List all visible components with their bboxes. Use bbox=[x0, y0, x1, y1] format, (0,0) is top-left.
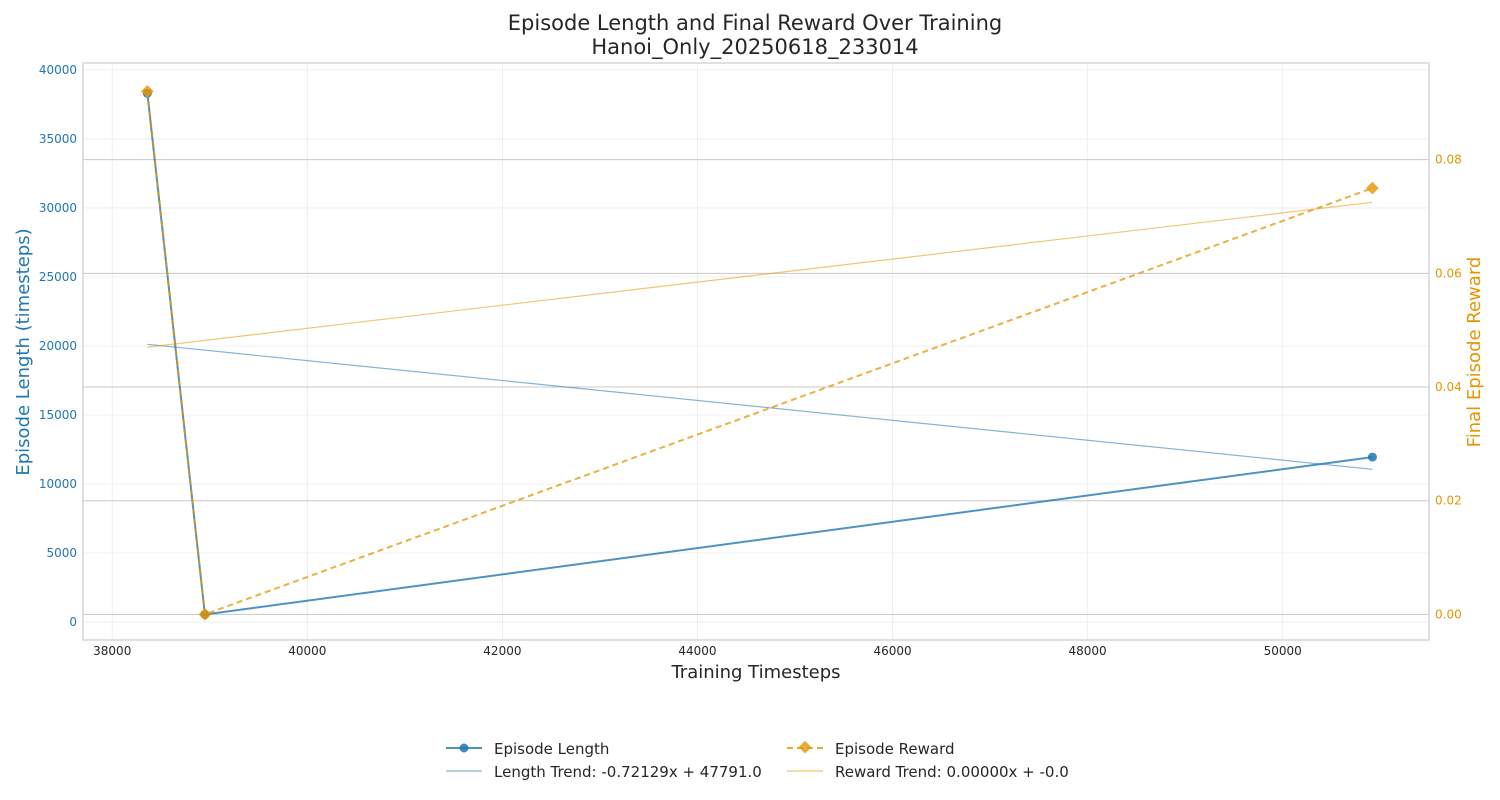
y-left-tick-label: 5000 bbox=[46, 546, 77, 560]
x-tick-label: 46000 bbox=[873, 644, 911, 658]
series-layer bbox=[141, 85, 1379, 621]
length-trend-line bbox=[147, 343, 1373, 470]
chart-title-line-2: Hanoi_Only_20250618_233014 bbox=[591, 35, 918, 60]
legend-item-reward-trend: Reward Trend: 0.00000x + -0.0 bbox=[787, 763, 1069, 781]
y-left-tick-label: 40000 bbox=[39, 63, 77, 77]
x-axis-label: Training Timesteps bbox=[670, 662, 840, 683]
x-tick-label: 42000 bbox=[483, 644, 521, 658]
reward-trend-line bbox=[147, 201, 1373, 348]
y-left-tick-label: 10000 bbox=[39, 477, 77, 491]
x-tick-label: 44000 bbox=[678, 644, 716, 658]
y-left-tick-label: 0 bbox=[69, 615, 77, 629]
y-axis-label-right: Final Episode Reward bbox=[1464, 257, 1485, 448]
x-tick-label: 40000 bbox=[288, 644, 326, 658]
y-axis-label-left: Episode Length (timesteps) bbox=[13, 228, 34, 475]
episode-length-line bbox=[146, 93, 1373, 616]
y-right-tick-label: 0.04 bbox=[1435, 380, 1462, 394]
y-left-tick-label: 15000 bbox=[39, 408, 77, 422]
legend-label-reward-trend: Reward Trend: 0.00000x + -0.0 bbox=[835, 763, 1069, 781]
y-left-tick-label: 35000 bbox=[39, 132, 77, 146]
episode-reward-point bbox=[1366, 181, 1379, 195]
x-tick-label: 50000 bbox=[1264, 644, 1302, 658]
episode-reward-line bbox=[146, 91, 1373, 616]
y-left-tick-label: 30000 bbox=[39, 201, 77, 215]
y-right-tick-label: 0.06 bbox=[1435, 266, 1462, 280]
y-left-tick-label: 20000 bbox=[39, 339, 77, 353]
legend-item-episode-length: Episode Length bbox=[446, 740, 609, 758]
x-tick-label: 48000 bbox=[1069, 644, 1107, 658]
x-tick-label: 38000 bbox=[93, 644, 131, 658]
legend-label-length-trend: Length Trend: -0.72129x + 47791.0 bbox=[494, 763, 762, 781]
plot-frame bbox=[82, 62, 1430, 641]
legend: Episode Length Length Trend: -0.72129x +… bbox=[446, 740, 1069, 781]
legend-label-episode-length: Episode Length bbox=[494, 740, 609, 758]
y-right-tick-label: 0.02 bbox=[1435, 494, 1462, 508]
chart-title-line-1: Episode Length and Final Reward Over Tra… bbox=[508, 11, 1002, 35]
episode-reward-point bbox=[198, 608, 212, 621]
grid bbox=[83, 63, 1429, 640]
episode-length-point bbox=[1367, 452, 1377, 462]
y-left-tick-label: 25000 bbox=[39, 270, 77, 284]
y-right-tick-label: 0.00 bbox=[1435, 607, 1462, 621]
tick-labels: 38000 40000 42000 44000 46000 48000 50000 0 5000… bbox=[39, 63, 1462, 658]
episode-reward-point bbox=[141, 85, 154, 98]
y-right-tick-label: 0.08 bbox=[1435, 153, 1462, 167]
legend-item-length-trend: Length Trend: -0.72129x + 47791.0 bbox=[446, 763, 762, 781]
legend-label-episode-reward: Episode Reward bbox=[835, 740, 955, 758]
legend-item-episode-reward: Episode Reward bbox=[787, 740, 955, 758]
